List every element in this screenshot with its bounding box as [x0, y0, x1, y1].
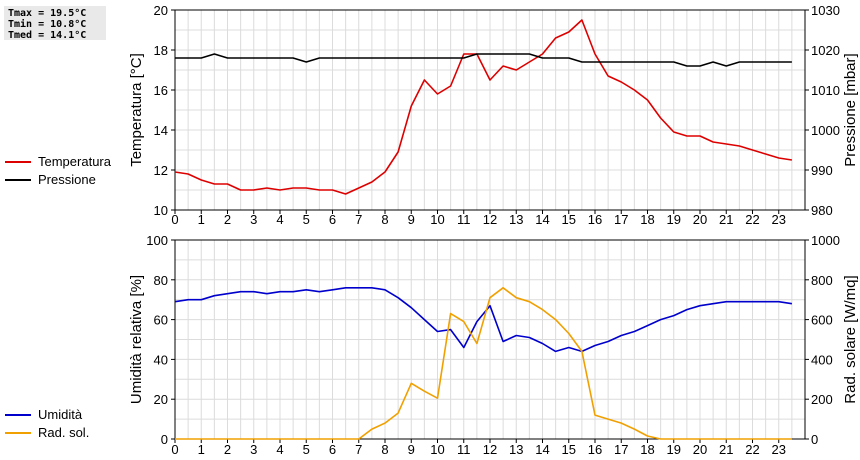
legend-label: Temperatura — [38, 154, 112, 169]
y2-tick-label: 200 — [811, 392, 833, 407]
y2-tick-label: 1000 — [811, 233, 840, 248]
x-tick-label: 22 — [745, 212, 759, 227]
x-tick-label: 12 — [483, 442, 497, 457]
x-tick-label: 1 — [198, 442, 205, 457]
y-axis-title: Umidità relativa [%] — [128, 275, 145, 404]
y-tick-label: 40 — [154, 352, 168, 367]
series-line-pressione — [175, 53, 792, 67]
y-tick-label: 14 — [154, 123, 168, 138]
x-tick-label: 19 — [667, 212, 681, 227]
x-tick-label: 8 — [381, 442, 388, 457]
y-tick-label: 100 — [146, 233, 168, 248]
y-tick-label: 16 — [154, 83, 168, 98]
y2-tick-label: 800 — [811, 273, 833, 288]
x-tick-label: 16 — [588, 212, 602, 227]
x-tick-label: 6 — [329, 212, 336, 227]
x-tick-label: 18 — [640, 442, 654, 457]
x-tick-label: 11 — [457, 212, 471, 227]
x-tick-label: 21 — [719, 212, 733, 227]
x-tick-label: 13 — [509, 442, 523, 457]
temperature-pressure-chart: 0 1 2 3 4 5 6 7 8 9 10 11 12 13 14 15 16 17 18 19 20 21 22 2310… — [5, 3, 859, 227]
x-tick-label: 19 — [667, 442, 681, 457]
y-tick-label: 80 — [154, 273, 168, 288]
y2-tick-label: 0 — [811, 432, 818, 447]
y-tick-label: 10 — [154, 203, 168, 218]
humidity-radiation-chart: 0 1 2 3 4 5 6 7 8 9 10 11 12 13 14 15 16 17 18 19 20 21 22 2302… — [5, 233, 859, 457]
y2-tick-label: 600 — [811, 313, 833, 328]
tmin-text: Tmin = 10.8°C — [8, 19, 87, 30]
x-tick-label: 14 — [535, 212, 549, 227]
x-tick-label: 20 — [693, 212, 707, 227]
x-tick-label: 0 — [171, 212, 178, 227]
series-line-rad-sol- — [175, 286, 792, 440]
x-tick-label: 9 — [408, 442, 415, 457]
x-tick-label: 15 — [562, 212, 576, 227]
x-tick-label: 14 — [535, 442, 549, 457]
x-tick-label: 3 — [250, 212, 257, 227]
x-tick-label: 4 — [276, 212, 283, 227]
x-tick-label: 9 — [408, 212, 415, 227]
legend-label: Pressione — [38, 172, 96, 187]
series-line-umidit- — [174, 286, 793, 353]
x-tick-label: 8 — [381, 212, 388, 227]
x-tick-label: 5 — [303, 442, 310, 457]
x-tick-label: 11 — [457, 442, 471, 457]
y-tick-label: 20 — [154, 392, 168, 407]
tmax-text: Tmax = 19.5°C — [8, 8, 87, 19]
x-tick-label: 20 — [693, 442, 707, 457]
y2-axis-title: Pressione [mbar] — [842, 53, 859, 166]
x-tick-label: 15 — [562, 442, 576, 457]
y2-tick-label: 990 — [811, 163, 833, 178]
x-tick-label: 1 — [198, 212, 205, 227]
y2-tick-label: 400 — [811, 352, 833, 367]
x-tick-label: 7 — [355, 442, 362, 457]
series-line-temperatura — [174, 19, 793, 195]
y-tick-label: 60 — [154, 313, 168, 328]
x-tick-label: 22 — [745, 442, 759, 457]
y-tick-label: 18 — [154, 43, 168, 58]
legend-label: Umidità — [38, 407, 83, 422]
x-tick-label: 18 — [640, 212, 654, 227]
x-tick-label: 16 — [588, 442, 602, 457]
x-tick-label: 10 — [430, 442, 444, 457]
y2-tick-label: 980 — [811, 203, 833, 218]
y2-tick-label: 1010 — [811, 83, 840, 98]
x-tick-label: 7 — [355, 212, 362, 227]
x-tick-label: 23 — [772, 212, 786, 227]
x-tick-label: 12 — [483, 212, 497, 227]
y2-tick-label: 1030 — [811, 3, 840, 18]
x-tick-label: 2 — [224, 212, 231, 227]
x-tick-label: 3 — [250, 442, 257, 457]
x-tick-label: 5 — [303, 212, 310, 227]
stats-box: Tmax = 19.5°C Tmin = 10.8°C Tmed = 14.1°… — [4, 6, 106, 41]
tmed-text: Tmed = 14.1°C — [8, 30, 87, 41]
y-tick-label: 0 — [161, 432, 168, 447]
y-tick-label: 20 — [154, 3, 168, 18]
y2-tick-label: 1000 — [811, 123, 840, 138]
legend-label: Rad. sol. — [38, 425, 89, 440]
x-tick-label: 17 — [614, 212, 628, 227]
y-axis-title: Temperatura [°C] — [128, 53, 145, 167]
x-tick-label: 0 — [171, 442, 178, 457]
x-tick-label: 6 — [329, 442, 336, 457]
x-tick-label: 4 — [276, 442, 283, 457]
x-tick-label: 23 — [772, 442, 786, 457]
x-tick-label: 2 — [224, 442, 231, 457]
x-tick-label: 13 — [509, 212, 523, 227]
x-tick-label: 21 — [719, 442, 733, 457]
y-tick-label: 12 — [154, 163, 168, 178]
y2-axis-title: Rad. solare [W/mq] — [842, 275, 859, 403]
x-tick-label: 10 — [430, 212, 444, 227]
x-tick-label: 17 — [614, 442, 628, 457]
y2-tick-label: 1020 — [811, 43, 840, 58]
